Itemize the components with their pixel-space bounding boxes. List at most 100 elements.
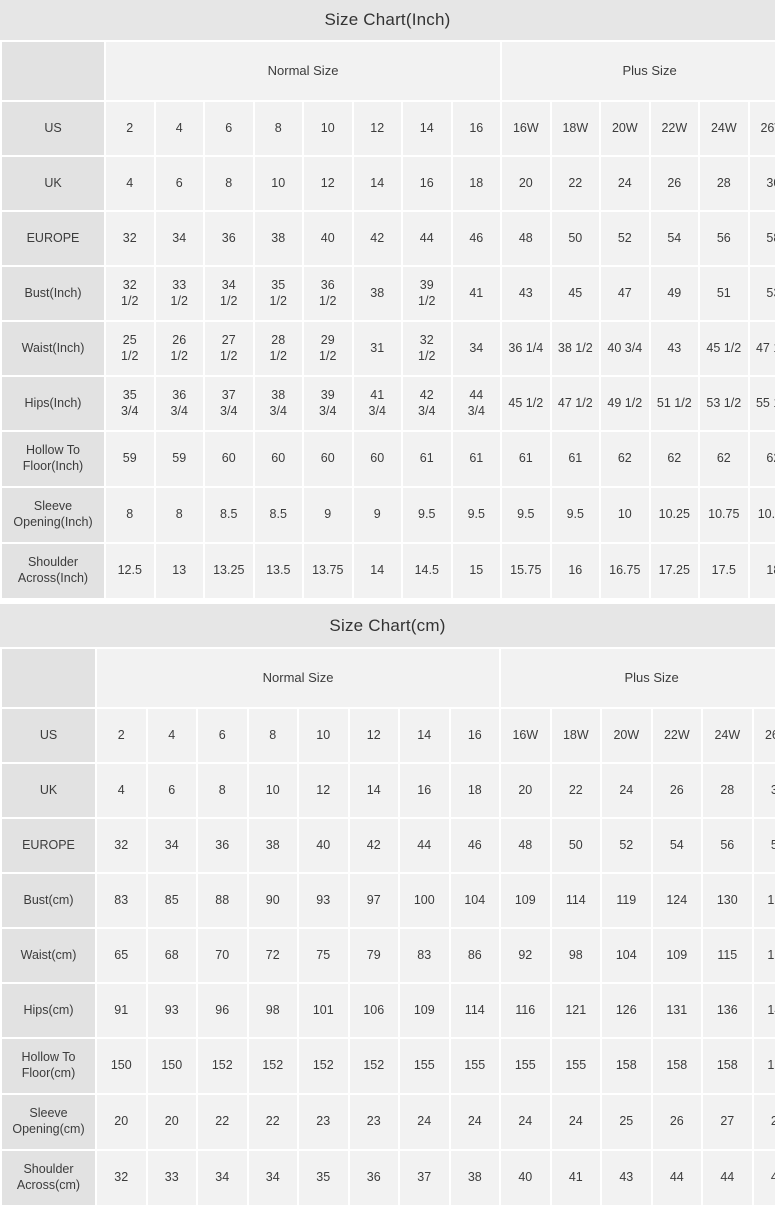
group-header-row: Normal Size Plus Size — [2, 649, 775, 707]
data-cell: 8.5 — [254, 488, 302, 542]
data-cell: 40 — [299, 819, 348, 872]
row-label-us: US — [2, 102, 104, 155]
data-cell: 20W — [601, 102, 649, 155]
data-cell: 83 — [97, 874, 146, 927]
data-cell: 109 — [501, 874, 550, 927]
data-cell: 8 — [205, 157, 253, 210]
data-cell: 26 — [652, 764, 702, 817]
data-cell: 10 — [248, 764, 297, 817]
table-row: Bust(Inch) 32 1/2 33 1/2 34 1/2 35 1/2 36 1/2 38 39 1… — [2, 267, 775, 320]
data-cell: 130 — [703, 874, 752, 927]
size-chart-cm-title: Size Chart(cm) — [0, 604, 775, 647]
data-cell: 42 — [349, 819, 398, 872]
data-cell: 14 — [353, 157, 401, 210]
data-cell: 49 1/2 — [601, 377, 649, 430]
data-cell: 16 — [403, 157, 451, 210]
data-cell: 22 — [551, 157, 600, 210]
data-cell: 158 — [753, 1039, 775, 1093]
data-cell: 32 1/2 — [106, 267, 154, 320]
data-cell: 135 — [753, 874, 775, 927]
group-header-normal-size: Normal Size — [106, 42, 501, 100]
data-cell: 12 — [304, 157, 352, 210]
data-cell: 37 — [400, 1151, 449, 1205]
data-cell: 12 — [349, 709, 398, 762]
data-cell: 60 — [353, 432, 401, 486]
data-cell: 26 1/2 — [155, 322, 203, 375]
data-cell: 39 1/2 — [403, 267, 451, 320]
data-cell: 22 — [248, 1095, 297, 1149]
table-row: Sleeve Opening(Inch) 8 8 8.5 8.5 9 9 9.5 9.5 9.5 9… — [2, 488, 775, 542]
data-cell: 10 — [601, 488, 649, 542]
data-cell: 106 — [349, 984, 398, 1037]
group-header-plus-size: Plus Size — [502, 42, 775, 100]
data-cell: 62 — [650, 432, 699, 486]
data-cell: 45 1/2 — [502, 377, 550, 430]
data-cell: 16 — [450, 709, 500, 762]
data-cell: 98 — [248, 984, 297, 1037]
row-label-sleeve-opening-inch: Sleeve Opening(Inch) — [2, 488, 104, 542]
data-cell: 24W — [703, 709, 752, 762]
data-cell: 116 — [501, 984, 550, 1037]
data-cell: 47 — [601, 267, 649, 320]
data-cell: 17.5 — [700, 544, 748, 598]
data-cell: 18W — [551, 709, 601, 762]
data-cell: 35 3/4 — [106, 377, 154, 430]
data-cell: 13.75 — [304, 544, 352, 598]
data-cell: 26W — [749, 102, 775, 155]
data-cell: 8 — [198, 764, 247, 817]
data-cell: 43 — [502, 267, 550, 320]
data-cell: 41 3/4 — [353, 377, 401, 430]
row-label-uk: UK — [2, 157, 104, 210]
data-cell: 22W — [652, 709, 702, 762]
data-cell: 48 — [501, 819, 550, 872]
data-cell: 92 — [501, 929, 550, 982]
data-cell: 121 — [753, 929, 775, 982]
data-cell: 36 — [198, 819, 247, 872]
data-cell: 16.75 — [601, 544, 649, 598]
data-cell: 29 1/2 — [304, 322, 352, 375]
data-cell: 28 — [703, 764, 752, 817]
group-header-plus-size: Plus Size — [501, 649, 775, 707]
data-cell: 16W — [502, 102, 550, 155]
row-label-waist-cm: Waist(cm) — [2, 929, 95, 982]
data-cell: 16W — [501, 709, 550, 762]
data-cell: 18 — [452, 157, 501, 210]
data-cell: 39 3/4 — [304, 377, 352, 430]
data-cell: 75 — [299, 929, 348, 982]
data-cell: 14 — [400, 709, 449, 762]
data-cell: 54 — [652, 819, 702, 872]
data-cell: 150 — [147, 1039, 196, 1093]
size-chart-inch-title: Size Chart(Inch) — [0, 0, 775, 40]
table-row: Bust(cm) 83 85 88 90 93 97 100 104 109 114 119 124 13… — [2, 874, 775, 927]
data-cell: 62 — [601, 432, 649, 486]
data-cell: 14 — [403, 102, 451, 155]
data-cell: 62 — [700, 432, 748, 486]
data-cell: 152 — [198, 1039, 247, 1093]
data-cell: 119 — [602, 874, 651, 927]
data-cell: 56 — [700, 212, 748, 265]
data-cell: 59 — [106, 432, 154, 486]
data-cell: 24 — [602, 764, 651, 817]
data-cell: 65 — [97, 929, 146, 982]
data-cell: 18 — [450, 764, 500, 817]
data-cell: 58 — [753, 819, 775, 872]
data-cell: 34 — [198, 1151, 247, 1205]
data-cell: 109 — [400, 984, 449, 1037]
data-cell: 50 — [551, 819, 601, 872]
data-cell: 44 3/4 — [452, 377, 501, 430]
data-cell: 48 — [502, 212, 550, 265]
data-cell: 4 — [97, 764, 146, 817]
data-cell: 24 — [501, 1095, 550, 1149]
data-cell: 46 — [450, 819, 500, 872]
table-row: EUROPE3234363840424446485052545658 — [2, 819, 775, 872]
data-cell: 4 — [155, 102, 203, 155]
data-cell: 158 — [703, 1039, 752, 1093]
data-cell: 12 — [299, 764, 348, 817]
data-cell: 32 — [97, 819, 146, 872]
data-cell: 41 — [452, 267, 501, 320]
data-cell: 141 — [753, 984, 775, 1037]
data-cell: 52 — [602, 819, 651, 872]
data-cell: 40 — [501, 1151, 550, 1205]
data-cell: 59 — [155, 432, 203, 486]
data-cell: 54 — [650, 212, 699, 265]
